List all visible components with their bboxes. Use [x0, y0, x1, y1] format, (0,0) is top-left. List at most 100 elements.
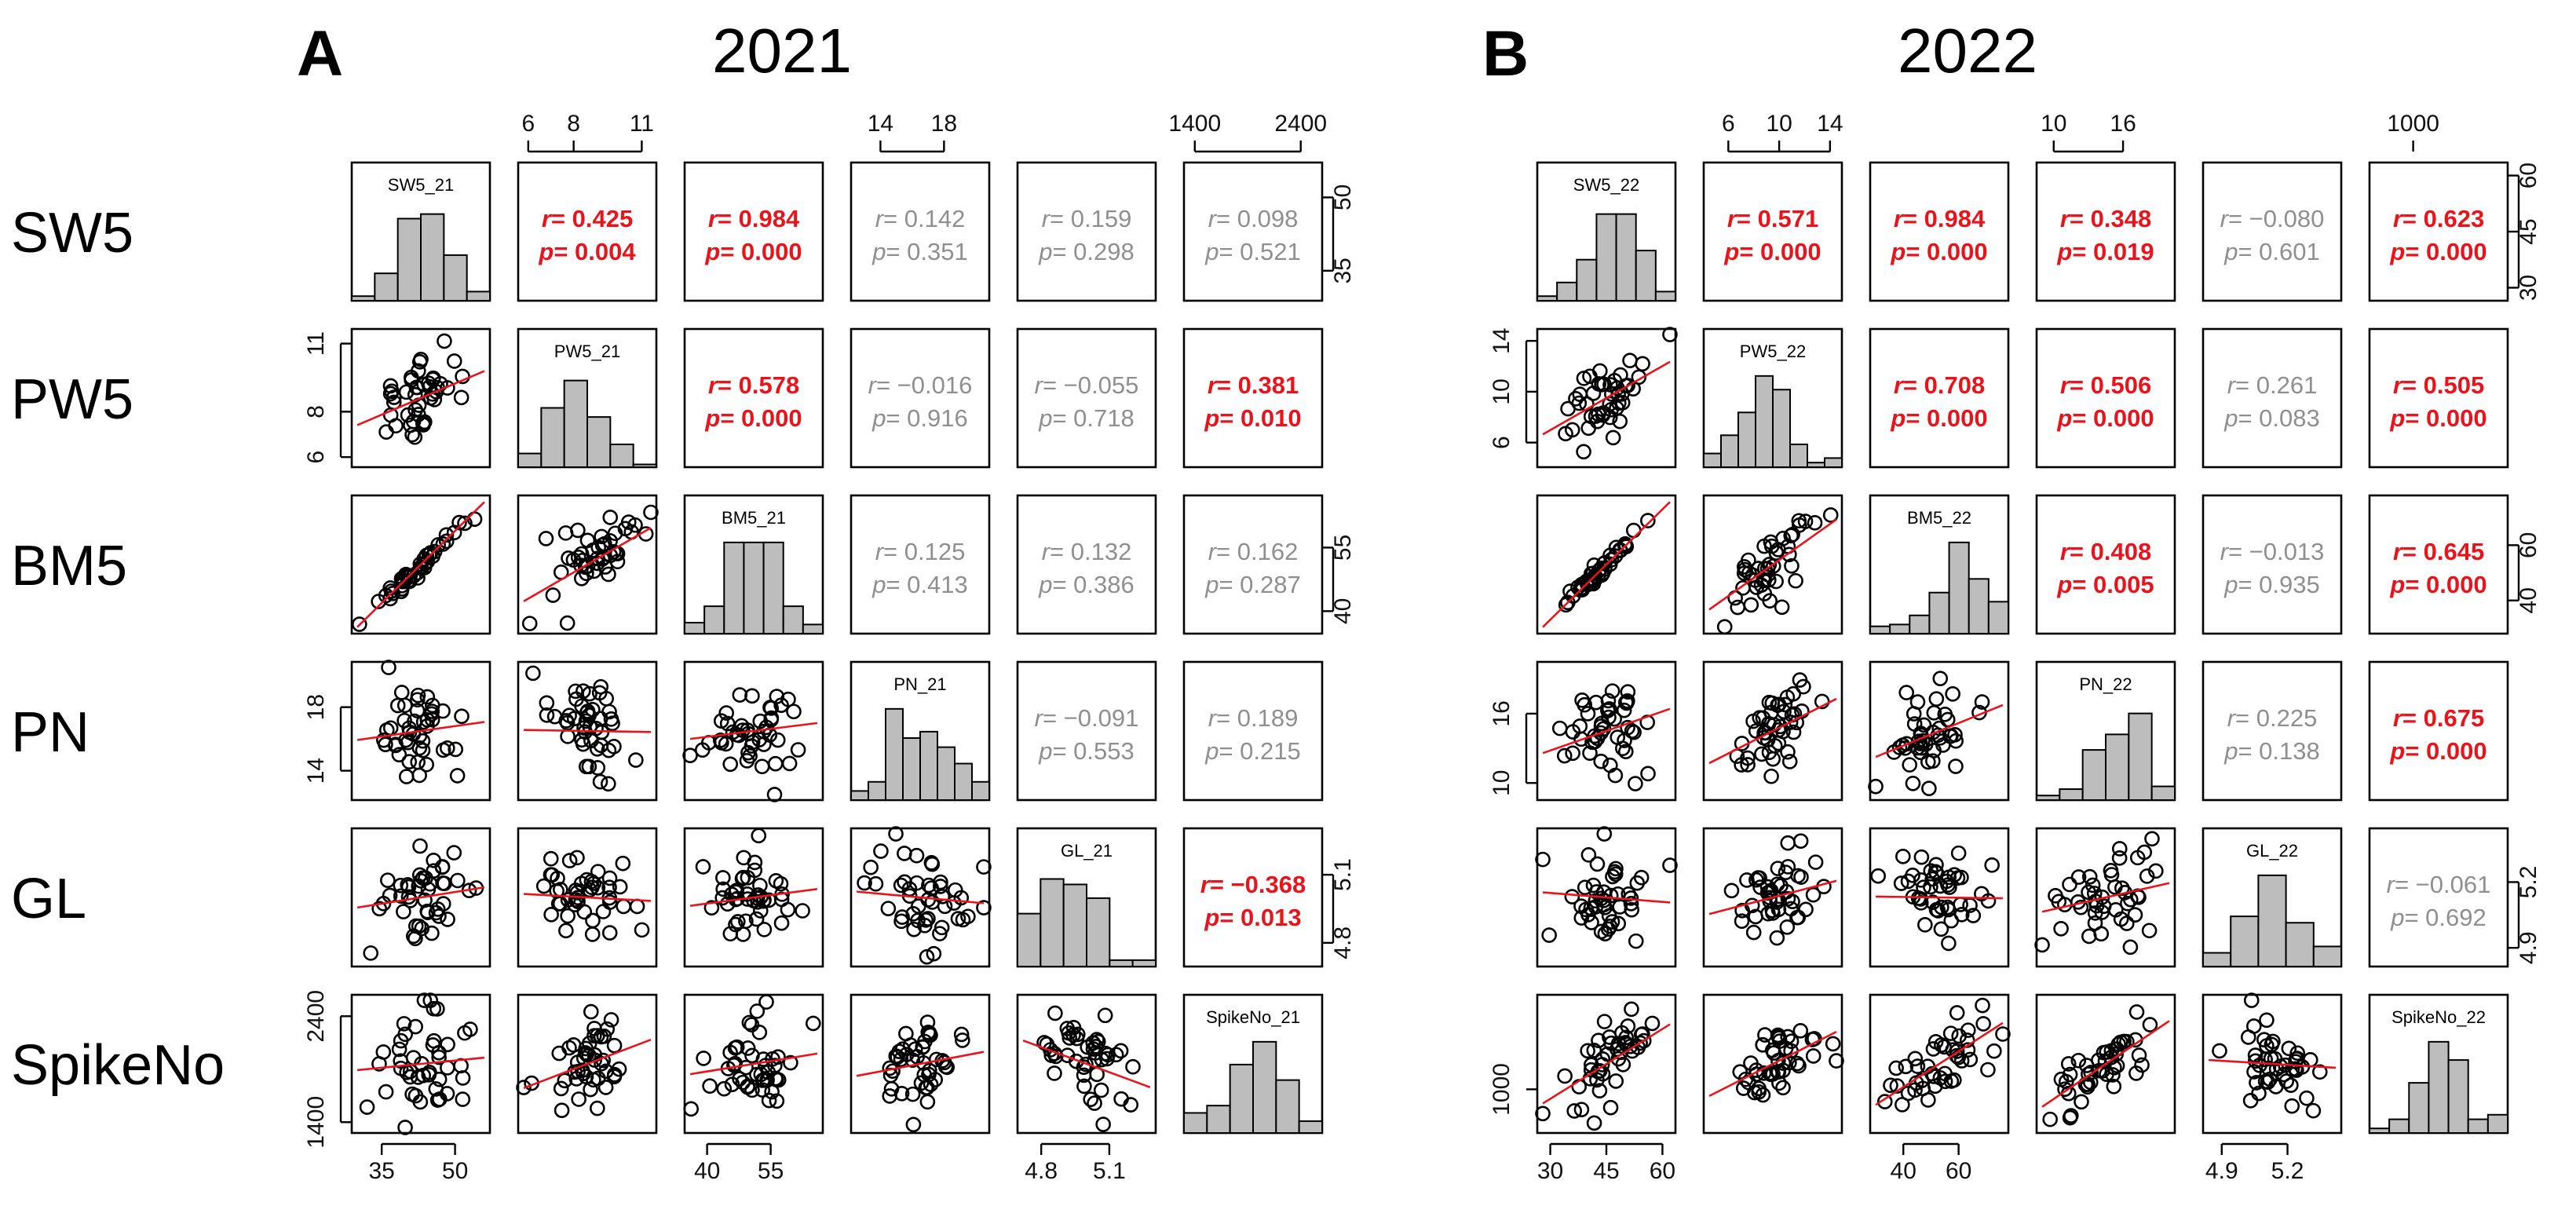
scatter-point — [371, 901, 387, 917]
row-labels: SW5 PW5 BM5 PN GL SpikeNo — [11, 202, 225, 1097]
scatter-point — [1953, 907, 1970, 923]
scatter-point — [683, 1101, 700, 1117]
scatter-point — [1974, 886, 1990, 902]
scatter-point — [2053, 920, 2069, 937]
scatter-point — [2087, 915, 2103, 931]
scatter-point — [1775, 1080, 1791, 1096]
cell-frame — [2035, 494, 2176, 635]
scatter-point — [606, 1037, 623, 1054]
r-label: r= 0.125 — [875, 538, 966, 565]
p-value: = 0.000 — [2405, 404, 2486, 432]
x-axis-spikeno-21: 1400 2400 — [1168, 111, 1327, 153]
p-value: = 0.000 — [2072, 404, 2154, 432]
scatter-point — [923, 1076, 939, 1092]
scatter-point — [1789, 909, 1805, 926]
r-label: r= 0.132 — [1042, 538, 1132, 565]
p-value: = 0.287 — [1219, 571, 1300, 598]
cell-gl-21-sw5-21 — [350, 827, 491, 968]
p-symbol: p — [538, 238, 554, 265]
scatter-point — [391, 747, 407, 762]
scatter-point — [1069, 1026, 1086, 1043]
cell-gl-21-pn-21 — [850, 826, 992, 968]
r-symbol: r — [2393, 371, 2404, 399]
r-value: = 0.645 — [2402, 538, 2484, 565]
tick-label: 10 — [1489, 378, 1515, 404]
p-symbol: p — [1204, 404, 1219, 432]
cell-frame — [1182, 827, 1324, 968]
cell-gl-21-pw5-21 — [517, 827, 658, 968]
scatter-point — [615, 855, 631, 872]
scatter-point — [595, 904, 612, 919]
scatter-point — [597, 535, 612, 552]
cell-bm5-22-spikeno-22: r= 0.645 p= 0.000 — [2368, 494, 2509, 635]
histogram-bar — [2105, 733, 2130, 802]
scatter-point — [382, 386, 399, 402]
p-label: p= 0.000 — [2389, 737, 2486, 765]
scatter-point — [1773, 878, 1789, 894]
scatter-point — [1926, 705, 1942, 721]
regression-line — [356, 370, 485, 426]
scatter-point — [1790, 868, 1806, 884]
scatter-point — [1620, 684, 1636, 700]
regression-line — [689, 722, 818, 740]
r-label: r= 0.425 — [542, 205, 633, 232]
cell-sw5-22-bm5-22: r= 0.984 p= 0.000 — [1869, 161, 2010, 302]
y-axis-spikeno-21: 1400 2400 — [303, 990, 352, 1149]
p-label: p= 0.351 — [871, 238, 968, 265]
scatter-point — [1604, 386, 1620, 402]
scatter-point — [1949, 1005, 1965, 1021]
r-value: = 0.261 — [2235, 371, 2317, 399]
histogram-bar — [802, 623, 824, 634]
scatter-point — [612, 879, 628, 895]
x-axis-pw5-21: 6 8 11 — [521, 111, 654, 153]
scatter-point — [911, 898, 926, 914]
scatter-point — [416, 992, 433, 1008]
p-value: = 0.000 — [2405, 571, 2486, 598]
row-label-bm5: BM5 — [11, 535, 127, 598]
scatter-point — [602, 510, 619, 525]
histogram-bar — [2428, 1040, 2450, 1134]
p-label: p= 0.013 — [1204, 904, 1301, 931]
p-value: = 0.351 — [886, 238, 967, 265]
r-value: = 0.381 — [1217, 371, 1299, 399]
scatter-point — [424, 704, 440, 719]
p-label: p= 0.692 — [2390, 904, 2486, 931]
scatter-point — [583, 1003, 599, 1020]
histogram-bar — [1889, 623, 1911, 634]
cell-sw5-21-sw5-21: SW5_21 — [350, 161, 491, 302]
scatter-point — [1618, 744, 1634, 759]
tick-label: 60 — [1650, 1158, 1675, 1184]
scatter-point — [1868, 778, 1884, 795]
r-value: = 0.225 — [2235, 704, 2317, 732]
scatter-point — [2091, 1062, 2107, 1079]
scatter-point — [2245, 1018, 2262, 1034]
cell-frame — [2201, 327, 2343, 469]
scatter-point — [2265, 1033, 2281, 1050]
scatter-point — [2053, 1071, 2070, 1087]
histogram-bar — [1869, 625, 1891, 635]
cell-frame — [850, 827, 991, 968]
scatter-point — [412, 838, 428, 854]
cell-pn-21-spikeno-21: r= 0.189 p= 0.215 — [1182, 660, 1324, 802]
scatter-point — [1723, 883, 1740, 899]
scatter-point — [2251, 1085, 2267, 1102]
x-axis-bm5-22: 40 60 — [1891, 1142, 1971, 1184]
scatter-point — [2131, 1047, 2147, 1063]
histogram-bar — [1062, 883, 1087, 968]
scatter-point — [561, 1040, 577, 1056]
cell-frame — [1016, 660, 1157, 802]
scatter-point — [897, 846, 912, 861]
scatter-point — [1782, 714, 1799, 730]
r-value: = 0.125 — [883, 538, 965, 565]
regression-line — [356, 501, 485, 628]
scatter-point — [857, 875, 872, 891]
cell-frame — [1536, 660, 1677, 802]
cell-frame — [1869, 161, 2010, 302]
cell-frame — [850, 494, 991, 635]
row-label-pn: PN — [11, 701, 90, 764]
histogram-bar — [2388, 1118, 2410, 1135]
scatter-point — [729, 1039, 745, 1055]
scatter-point — [747, 854, 763, 871]
chart-title: 2022 — [1898, 16, 2037, 86]
scatter-point — [1589, 856, 1606, 872]
